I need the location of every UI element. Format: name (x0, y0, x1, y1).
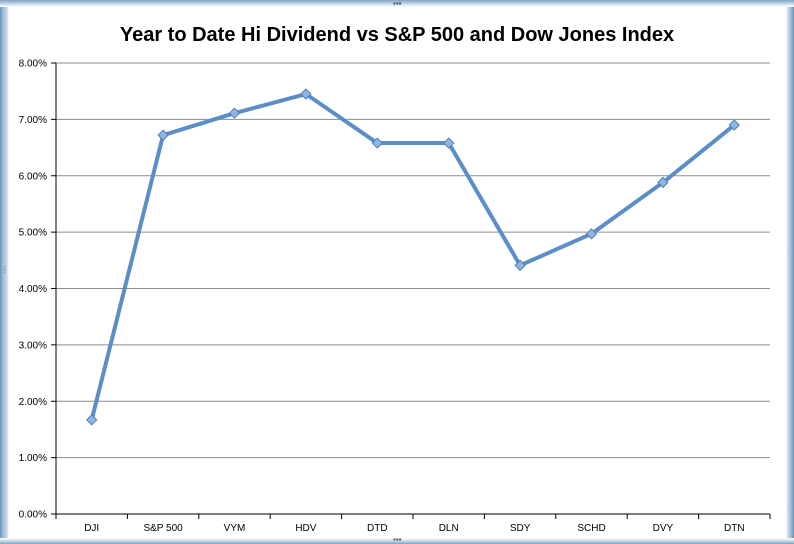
x-tick-label: HDV (295, 523, 316, 534)
resize-handle-top-icon[interactable]: ▪▪▪ (393, 0, 402, 8)
y-tick-label: 4.00% (19, 284, 47, 295)
resize-handle-bottom-icon[interactable]: ▪▪▪ (393, 535, 402, 544)
y-tick-label: 5.00% (19, 228, 47, 239)
chart-border-bottom (0, 538, 794, 544)
data-point-marker (585, 228, 598, 240)
chart-border-left (0, 0, 9, 544)
x-tick-label: SDY (510, 523, 531, 534)
x-tick-label: DJI (84, 523, 99, 534)
series-line (89, 92, 736, 421)
y-tick-label: 6.00% (19, 171, 47, 182)
y-tick-label: 2.00% (19, 397, 47, 408)
chart-title: Year to Date Hi Dividend vs S&P 500 and … (119, 24, 675, 46)
x-tick-label: DLN (439, 523, 459, 534)
x-tick-label: VYM (224, 523, 246, 534)
data-point-marker (728, 119, 741, 131)
y-tick-label: 8.00% (19, 59, 47, 70)
data-point-marker (157, 129, 169, 141)
resize-handle-left-icon[interactable]: ⋮ (1, 265, 9, 274)
data-point-marker (657, 176, 669, 189)
data-point-marker (442, 137, 455, 149)
data-point-marker (85, 414, 98, 426)
data-point-marker (228, 107, 241, 119)
y-tick-label: 0.00% (19, 510, 47, 521)
x-tick-label: DTN (724, 523, 745, 534)
x-tick-label: S&P 500 (143, 523, 183, 534)
x-tick-label: DTD (367, 523, 388, 534)
data-point-marker (371, 137, 384, 149)
y-tick-label: 3.00% (19, 340, 47, 351)
chart-border-right (786, 0, 794, 544)
chart-border-top (0, 0, 794, 7)
y-tick-label: 1.00% (19, 453, 47, 464)
y-tick-label: 7.00% (19, 115, 47, 126)
data-point-marker (300, 88, 312, 100)
x-tick-label: DVY (653, 523, 674, 534)
data-point-marker (514, 259, 526, 272)
x-tick-label: SCHD (577, 523, 605, 534)
